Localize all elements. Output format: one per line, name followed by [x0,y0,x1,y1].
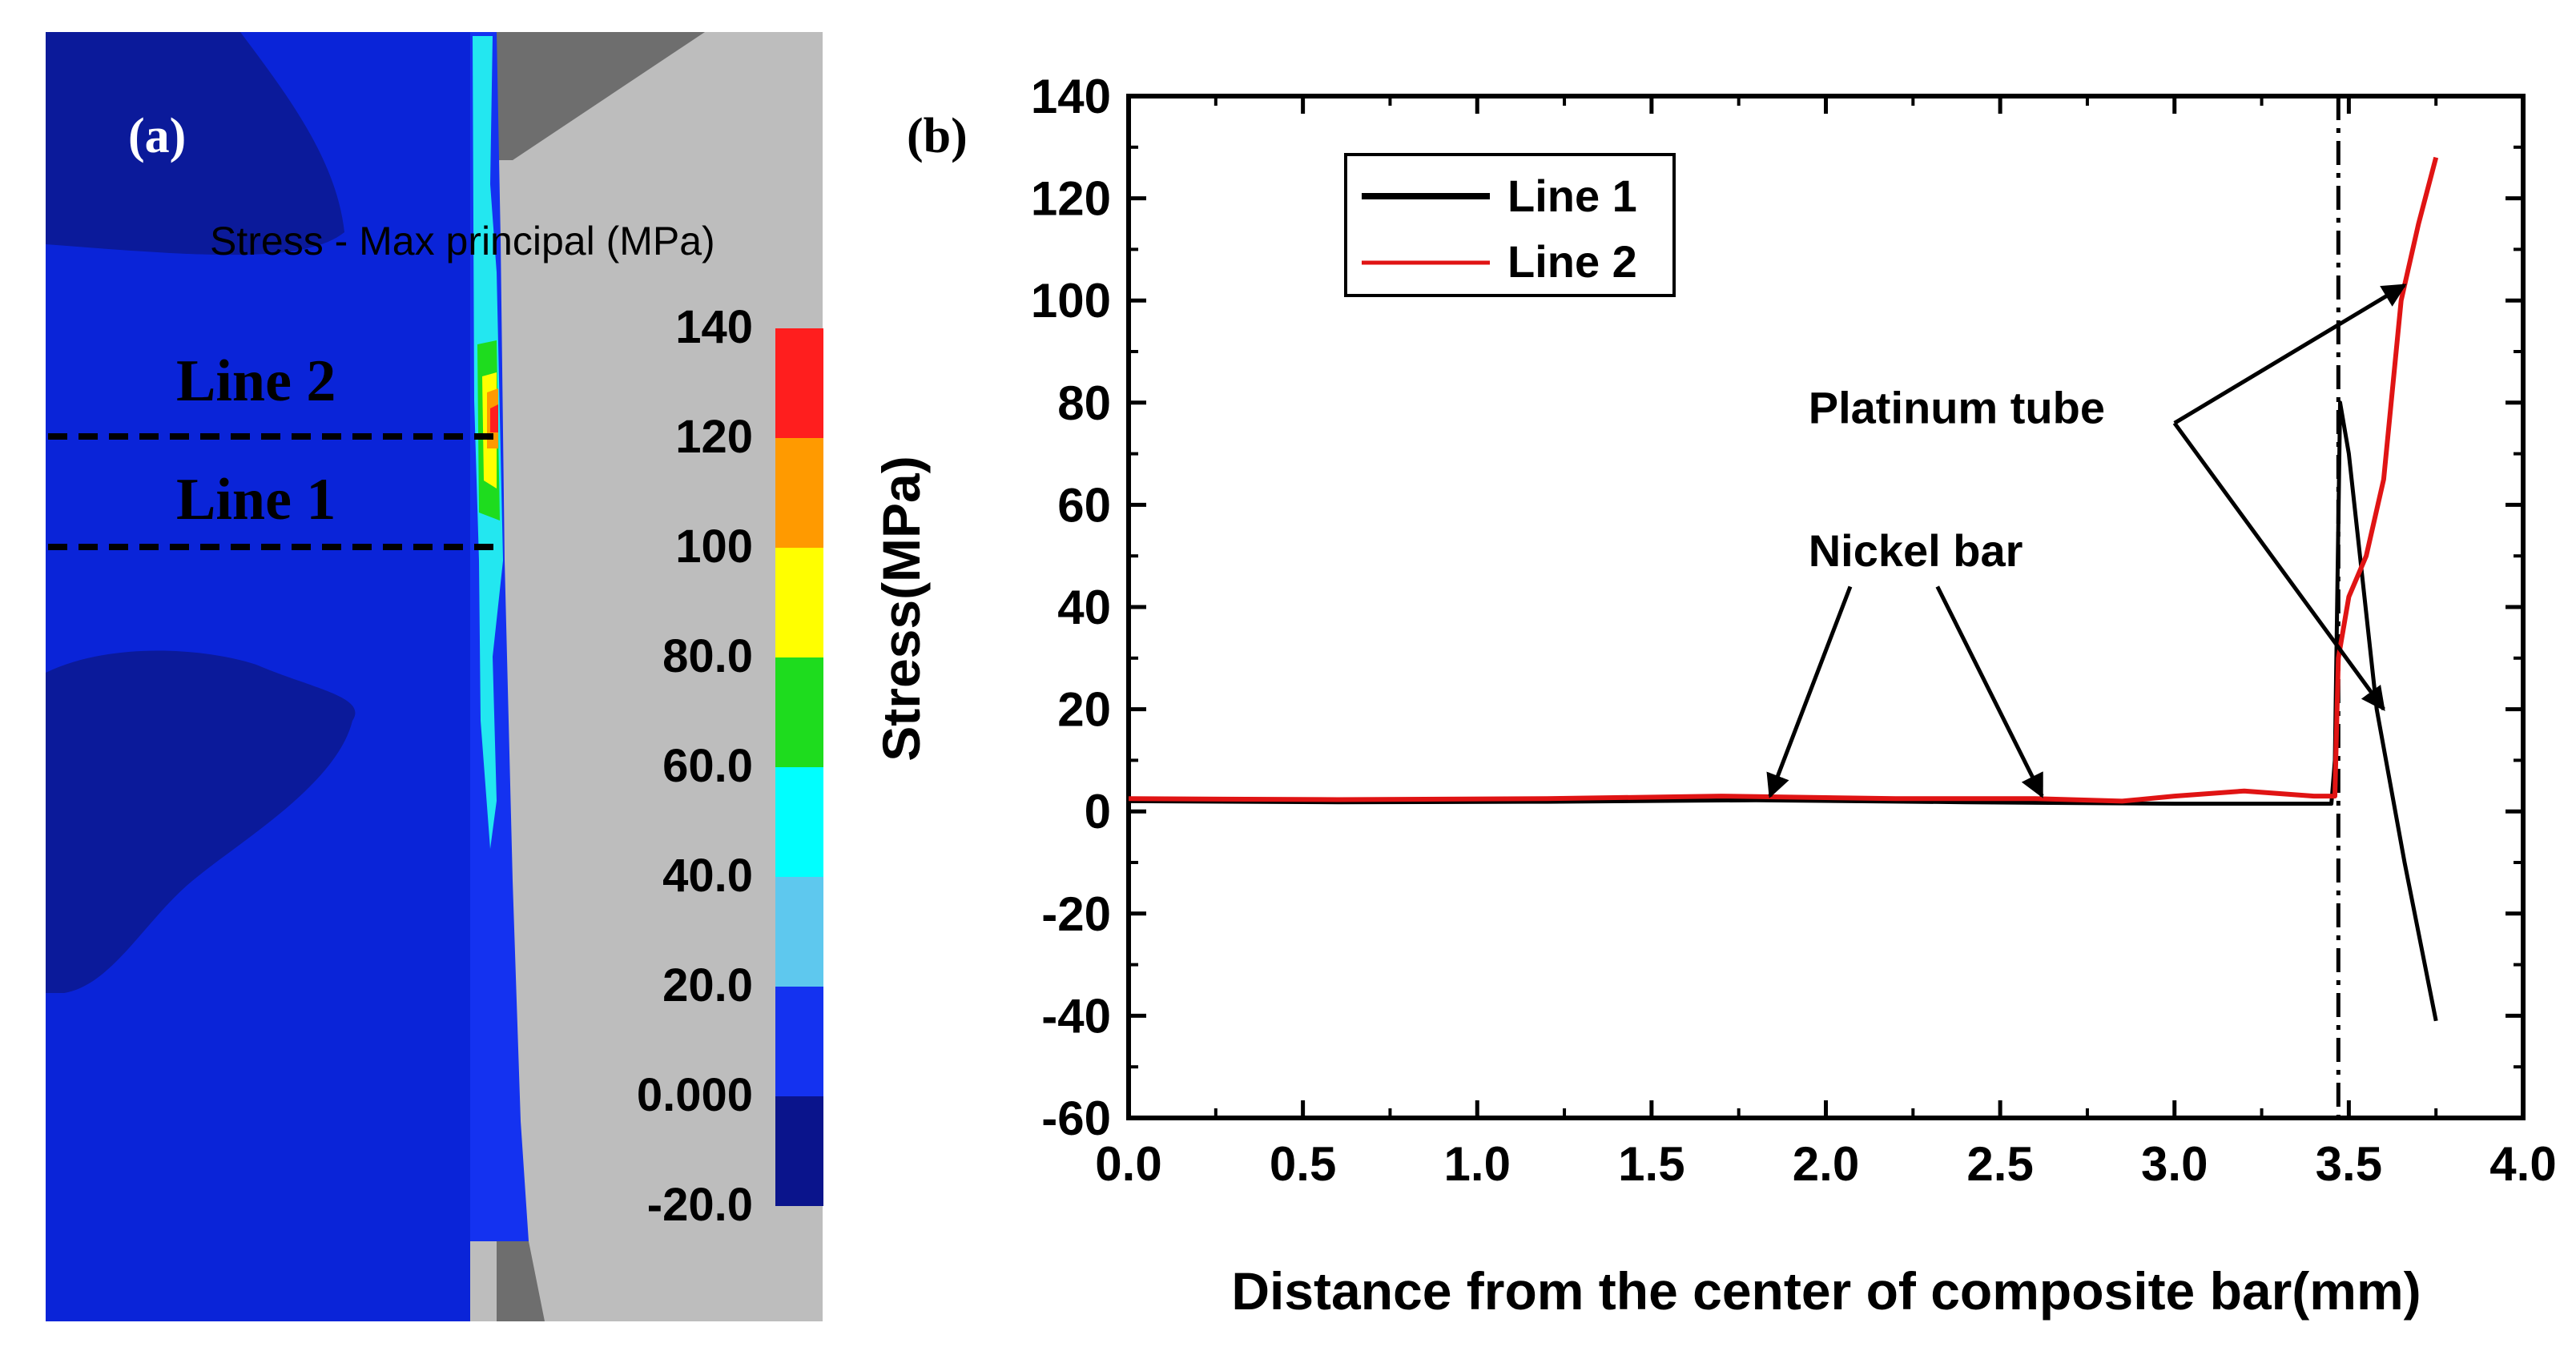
legend-color-cell [775,767,823,877]
x-tick-label: 3.0 [2141,1137,2208,1191]
y-axis-label: Stress(MPa) [871,456,931,761]
chart-lines [1128,96,2439,1118]
y-tick-label: -20 [1041,887,1111,941]
plot-frame [1126,94,2526,1120]
legend-tick-label: 0.000 [637,1069,753,1121]
legend-color-cell [775,877,823,987]
x-tick-label: 0.5 [1270,1137,1336,1191]
y-tick-label: 0 [1085,785,1111,838]
contour-title: Stress - Max principal (MPa) [210,219,715,263]
legend-tick-label: 100 [675,521,753,573]
legend-color-cell [775,328,823,438]
tube-shadow-top [497,32,705,160]
y-tick-label: 140 [1031,70,1111,123]
legend-box [1344,153,1676,297]
x-tick-label: 4.0 [2489,1137,2556,1191]
annotation-nickel-bar: Nickel bar [1809,525,2023,576]
line-1-label: Line 1 [176,467,336,533]
legend-color-cell [775,657,823,767]
chart-annotations: Platinum tube Nickel bar [1766,283,2407,798]
y-tick-label: -60 [1041,1092,1111,1145]
stress-hotspot-max [490,404,498,432]
y-tick-label: 40 [1057,581,1111,634]
arrow-nickel-right [1935,585,2044,798]
low-stress-region-top [46,32,344,255]
legend-color-cell [775,1096,823,1206]
y-tick-label: -40 [1041,989,1111,1043]
platinum-tube-region [470,32,823,1321]
y-tick-label: 80 [1057,376,1111,430]
legend-tick-label: 60.0 [662,740,753,792]
legend-line-1-label: Line 1 [1507,171,1637,221]
chart-legend: Line 1 Line 2 [1344,153,1676,297]
y-tick-label: 100 [1031,274,1111,328]
legend-tick-label: 20.0 [662,959,753,1011]
x-axis-label: Distance from the center of composite ba… [1231,1261,2421,1321]
panel-b-line-chart: (b) 0.0 0.5 1.0 1.5 2.0 2.5 3.0 3.5 4.0 -60 -40 -20… [871,70,2557,1321]
series-line-1 [1128,400,2438,1022]
legend-tick-label: 40.0 [662,850,753,902]
arrow-platinum-to-line1 [2172,421,2385,712]
y-tick-label: 60 [1057,478,1111,532]
x-tick-label: 2.5 [1966,1137,2033,1191]
panel-a-contour-plot: (a) Line 2 Line 1 Stress - Max principal… [46,32,823,1321]
legend-line-2-label: Line 2 [1507,236,1637,287]
series-line-2 [1128,156,2439,804]
legend-color-cell [775,548,823,657]
y-tick-label: 20 [1057,683,1111,737]
axes-ticks: 0.0 0.5 1.0 1.5 2.0 2.5 3.0 3.5 4.0 -60 -40 -20 0 20 4… [1031,70,2557,1191]
legend-tick-label: 80.0 [662,630,753,682]
x-tick-label: 3.5 [2316,1137,2382,1191]
low-stress-region-middle [46,650,356,993]
panel-a-label: (a) [128,109,186,163]
legend-tick-label: 120 [675,411,753,463]
line-2-label: Line 2 [176,348,336,414]
legend-tick-label: -20.0 [647,1179,753,1231]
legend-color-cell [775,987,823,1096]
annotation-platinum-tube: Platinum tube [1809,382,2105,432]
x-tick-label: 0.0 [1095,1137,1161,1191]
x-tick-label: 2.0 [1793,1137,1859,1191]
contour-legend: 140 120 100 80.0 60.0 40.0 20.0 0.000 -20.0 [637,301,823,1231]
y-tick-label: 120 [1031,172,1111,226]
panel-b-label: (b) [907,109,968,163]
arrow-platinum-to-line2 [2173,283,2407,425]
legend-color-cell [775,438,823,548]
tube-shadow-bottom [497,1241,545,1321]
legend-tick-label: 140 [675,301,753,353]
arrow-nickel-left [1766,585,1853,798]
x-tick-label: 1.5 [1618,1137,1684,1191]
x-tick-label: 1.0 [1444,1137,1511,1191]
